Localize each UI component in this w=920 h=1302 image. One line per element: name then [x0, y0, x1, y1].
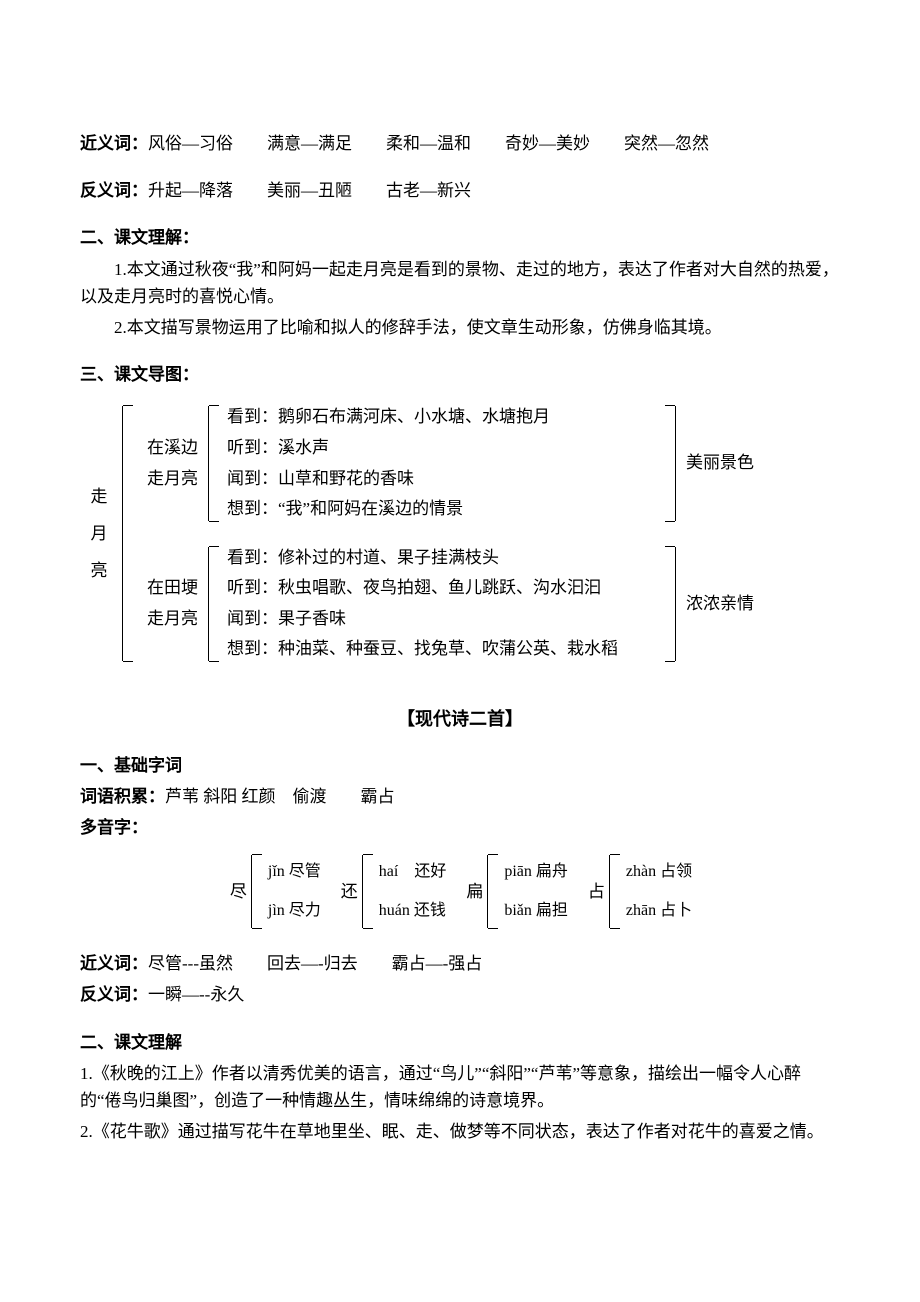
poly3-r0: zhàn 占领	[626, 853, 692, 891]
poly-char-3: 占	[586, 883, 607, 900]
antonyms-label: 反义词：	[80, 181, 148, 200]
understand-p2: 2.《花牛歌》通过描写花牛在草地里坐、眠、走、做梦等不同状态，表达了作者对花牛的…	[80, 1118, 840, 1145]
near-synonyms-label: 近义词：	[80, 134, 148, 153]
poly-label: 多音字：	[80, 814, 840, 841]
poly0-r0: jǐn 尽管	[268, 853, 321, 891]
title-modern-poems: 【现代诗二首】	[80, 705, 840, 734]
group0-line-1: 听到：溪水声	[227, 433, 657, 464]
poly-item-1: 还 haí 还好 huán 还钱	[339, 853, 447, 930]
poly-char-0: 尽	[228, 883, 249, 900]
section3-heading: 三、课文导图：	[80, 361, 840, 388]
vocab-line: 词语积累：芦苇 斜阳 红颜 偷渡 霸占	[80, 783, 840, 810]
brace-icon	[661, 406, 676, 520]
brace-icon	[362, 855, 375, 928]
poly3-r1: zhān 占卜	[626, 892, 692, 930]
base-heading: 一、基础字词	[80, 752, 840, 779]
poly-char-1: 还	[339, 883, 360, 900]
vocab-label: 词语积累：	[80, 787, 165, 806]
poly-item-3: 占 zhàn 占领 zhān 占卜	[586, 853, 692, 930]
poly-item-0: 尽 jǐn 尽管 jìn 尽力	[228, 853, 321, 930]
mindmap-diagram: 走 月 亮 在溪边 走月亮 看到：鹅卵石布满河床、小水塘、水塘抱月 听到：溪水声	[80, 402, 840, 665]
group1-line-0: 看到：修补过的村道、果子挂满枝头	[227, 543, 657, 574]
poly0-r1: jìn 尽力	[268, 892, 321, 930]
syn-line: 近义词：尽管---虽然 回去—-归去 霸占—-强占	[80, 950, 840, 977]
brace-icon	[251, 855, 264, 928]
groups-column: 在溪边 走月亮 看到：鹅卵石布满河床、小水塘、水塘抱月 听到：溪水声 闻到：山草…	[141, 402, 760, 665]
brace-icon	[208, 406, 223, 520]
group0-right: 美丽景色	[680, 402, 760, 524]
group1-line-1: 听到：秋虫唱歌、夜鸟拍翅、鱼儿跳跃、沟水汩汩	[227, 573, 657, 604]
group0-line-3: 想到：“我”和阿妈在溪边的情景	[227, 494, 657, 525]
understand-heading: 二、课文理解	[80, 1029, 840, 1056]
group1-sublabel-l1: 在田埂	[147, 573, 198, 604]
brace-icon	[208, 547, 223, 661]
poly2-r0: piān 扁舟	[504, 853, 568, 891]
group0-sublabel-l2: 走月亮	[147, 464, 198, 495]
near-synonyms-text: 风俗—习俗 满意—满足 柔和—温和 奇妙—美妙 突然—忽然	[148, 134, 709, 153]
section2-p2: 2.本文描写景物运用了比喻和拟人的修辞手法，使文章生动形象，仿佛身临其境。	[80, 314, 840, 341]
poly1-r0: haí 还好	[379, 853, 447, 891]
ant-label: 反义词：	[80, 985, 148, 1004]
polyphonic-chars: 尽 jǐn 尽管 jìn 尽力 还 haí 还好 huán 还钱 扁 piān …	[80, 853, 840, 930]
group0-sublabel-l1: 在溪边	[147, 433, 198, 464]
syn-text: 尽管---虽然 回去—-归去 霸占—-强占	[148, 954, 482, 973]
brace-icon	[487, 855, 500, 928]
group0-sublabel: 在溪边 走月亮	[141, 402, 204, 524]
vocab-text: 芦苇 斜阳 红颜 偷渡 霸占	[165, 787, 395, 806]
group0-line-2: 闻到：山草和野花的香味	[227, 464, 657, 495]
group1-lines: 看到：修补过的村道、果子挂满枝头 听到：秋虫唱歌、夜鸟拍翅、鱼儿跳跃、沟水汩汩 …	[227, 543, 657, 665]
ant-line: 反义词：一瞬—--永久	[80, 981, 840, 1008]
group1-sublabel-l2: 走月亮	[147, 604, 198, 635]
near-synonyms-line: 近义词：风俗—习俗 满意—满足 柔和—温和 奇妙—美妙 突然—忽然	[80, 130, 840, 157]
group1-line-2: 闻到：果子香味	[227, 604, 657, 635]
group0-line-0: 看到：鹅卵石布满河床、小水塘、水塘抱月	[227, 402, 657, 433]
brace-icon	[661, 547, 676, 661]
antonyms-line: 反义词：升起—降落 美丽—丑陋 古老—新兴	[80, 177, 840, 204]
group1-sublabel: 在田埂 走月亮	[141, 543, 204, 665]
syn-label: 近义词：	[80, 954, 148, 973]
brace-icon	[609, 855, 622, 928]
poly2-r1: biǎn 扁担	[504, 892, 568, 930]
group1-line-3: 想到：种油菜、种蚕豆、找兔草、吹蒲公英、栽水稻	[227, 634, 657, 665]
section2-p1: 1.本文通过秋夜“我”和阿妈一起走月亮是看到的景物、走过的地方，表达了作者对大自…	[80, 256, 840, 310]
main-label-char-1: 走	[91, 478, 108, 515]
understand-p1: 1.《秋晚的江上》作者以清秀优美的语言，通过“鸟儿”“斜阳”“芦苇”等意象，描绘…	[80, 1060, 840, 1114]
poly-char-2: 扁	[464, 883, 485, 900]
section2-heading: 二、课文理解：	[80, 224, 840, 251]
ant-text: 一瞬—--永久	[148, 985, 244, 1004]
main-label-char-2: 月	[91, 515, 108, 552]
poly1-r1: huán 还钱	[379, 892, 447, 930]
main-label-char-3: 亮	[91, 552, 108, 589]
brace-icon	[122, 406, 137, 661]
poly-item-2: 扁 piān 扁舟 biǎn 扁担	[464, 853, 568, 930]
main-label: 走 月 亮	[80, 402, 118, 665]
group0-lines: 看到：鹅卵石布满河床、小水塘、水塘抱月 听到：溪水声 闻到：山草和野花的香味 想…	[227, 402, 657, 524]
group1-right: 浓浓亲情	[680, 543, 760, 665]
antonyms-text: 升起—降落 美丽—丑陋 古老—新兴	[148, 181, 471, 200]
document-page: 近义词：风俗—习俗 满意—满足 柔和—温和 奇妙—美妙 突然—忽然 反义词：升起…	[0, 0, 920, 1209]
